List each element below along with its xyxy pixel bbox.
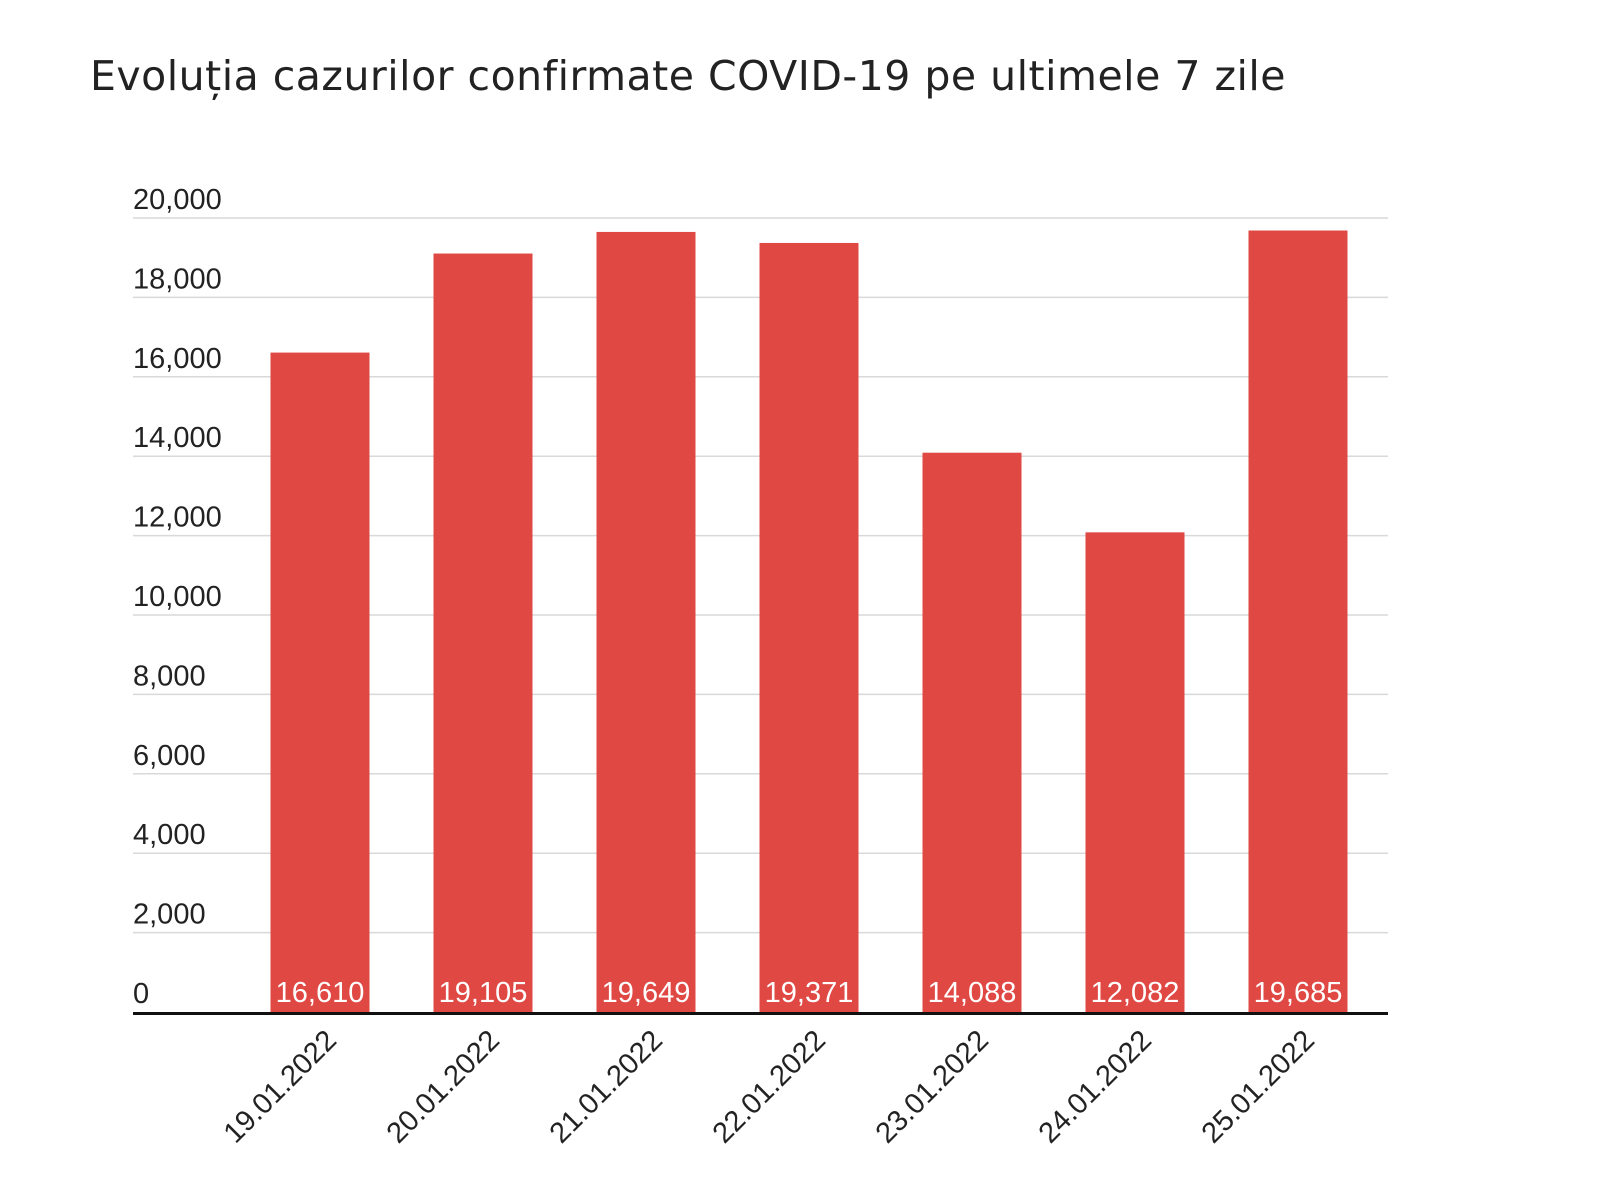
bar bbox=[1085, 532, 1185, 1012]
bar bbox=[922, 452, 1022, 1012]
y-tick-label: 0 bbox=[133, 978, 149, 1010]
y-tick-label: 2,000 bbox=[133, 899, 206, 931]
y-axis-ticks: 0 2,000 4,000 6,000 8,000 10,000 12,000 14,000 1… bbox=[133, 184, 222, 1010]
y-tick-label: 14,000 bbox=[133, 422, 222, 454]
y-tick-label: 8,000 bbox=[133, 660, 206, 692]
x-tick-label: 19.01.2022 bbox=[218, 1024, 343, 1149]
y-tick-label: 16,000 bbox=[133, 343, 222, 375]
y-tick-label: 18,000 bbox=[133, 263, 222, 295]
data-label: 16,610 bbox=[276, 977, 365, 1009]
data-label: 19,649 bbox=[602, 977, 691, 1009]
data-label: 14,088 bbox=[928, 977, 1017, 1009]
x-tick-label: 24.01.2022 bbox=[1033, 1024, 1158, 1149]
bar bbox=[596, 231, 696, 1012]
bar bbox=[1248, 230, 1348, 1012]
x-tick-label: 22.01.2022 bbox=[707, 1024, 832, 1149]
bar bbox=[433, 253, 533, 1012]
data-labels: 16,610 19,105 19,649 19,371 14,088 12,082 19,6… bbox=[276, 977, 1343, 1009]
x-tick-label: 20.01.2022 bbox=[381, 1024, 506, 1149]
y-tick-label: 20,000 bbox=[133, 184, 222, 216]
x-axis-ticks: 19.01.2022 20.01.2022 21.01.2022 22.01.2022… bbox=[218, 1024, 1321, 1149]
bars bbox=[270, 230, 1348, 1012]
data-label: 19,105 bbox=[439, 977, 528, 1009]
x-tick-label: 25.01.2022 bbox=[1196, 1024, 1321, 1149]
y-tick-label: 10,000 bbox=[133, 581, 222, 613]
x-tick-label: 23.01.2022 bbox=[870, 1024, 995, 1149]
data-label: 19,685 bbox=[1254, 977, 1343, 1009]
y-tick-label: 4,000 bbox=[133, 819, 206, 851]
x-tick-label: 21.01.2022 bbox=[544, 1024, 669, 1149]
chart-title: Evoluția cazurilor confirmate COVID-19 p… bbox=[90, 52, 1286, 100]
data-label: 19,371 bbox=[765, 977, 854, 1009]
bar bbox=[270, 352, 370, 1012]
y-tick-label: 6,000 bbox=[133, 740, 206, 772]
bar bbox=[759, 242, 859, 1012]
y-tick-label: 12,000 bbox=[133, 502, 222, 534]
data-label: 12,082 bbox=[1091, 977, 1180, 1009]
